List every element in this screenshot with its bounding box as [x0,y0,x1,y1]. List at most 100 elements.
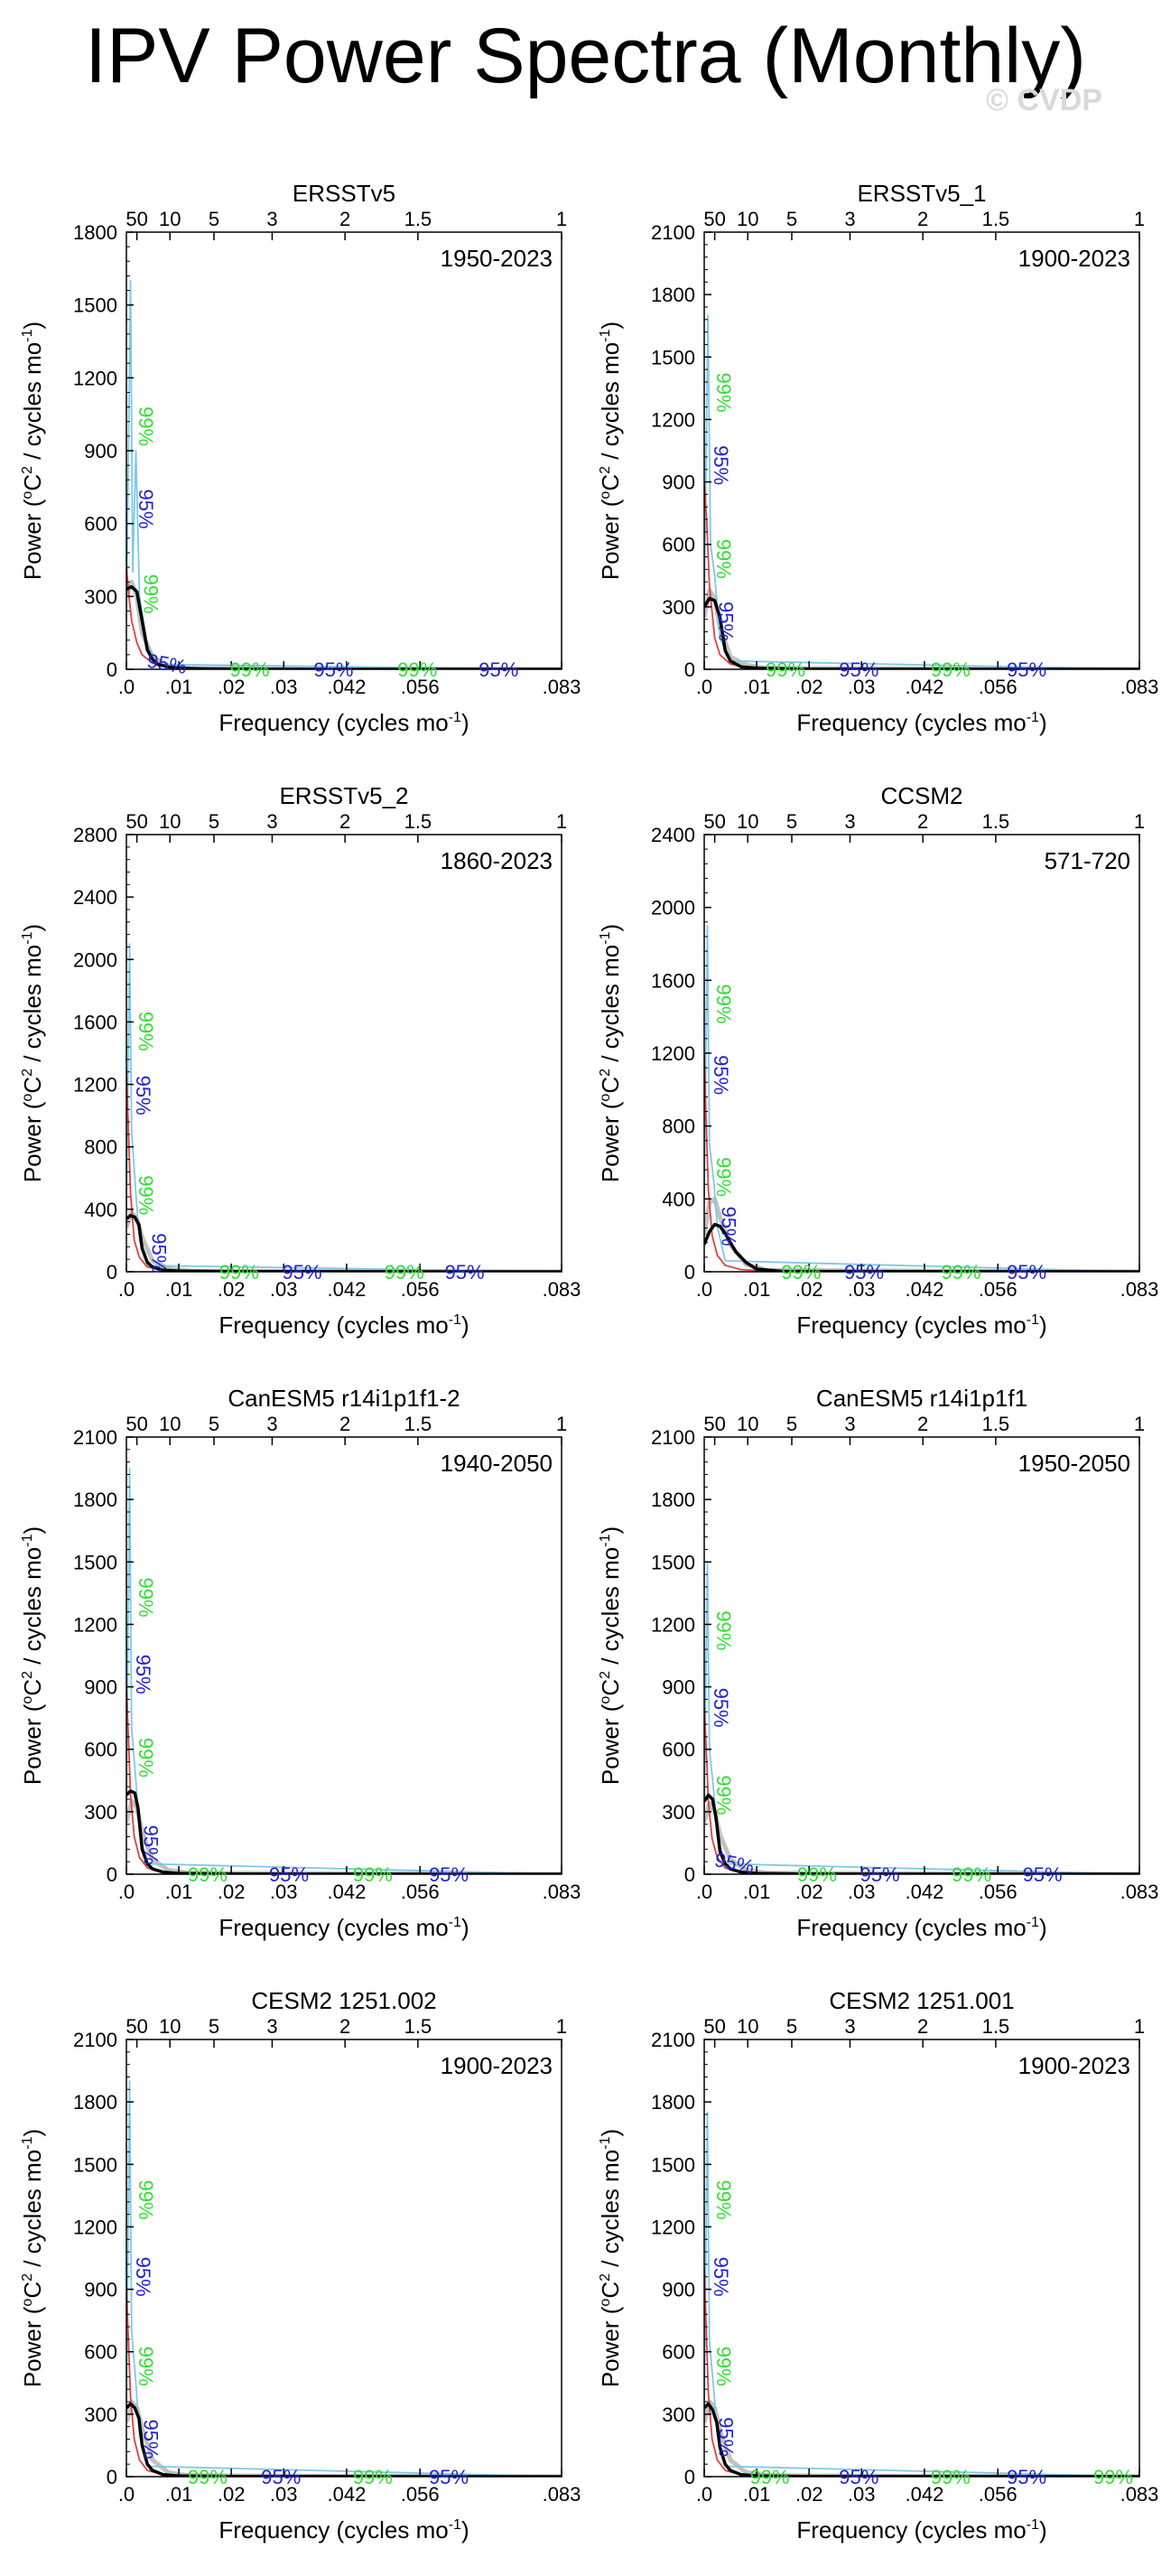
y-tick-label: 300 [662,1801,695,1824]
x-tick-label: .03 [848,676,876,698]
significance-label: 95% [715,602,738,641]
significance-label: 95% [269,1863,309,1886]
chart-title: CESM2 1251.001 [829,1987,1014,2014]
significance-label: 95% [135,489,157,528]
y-tick-label: 800 [662,1115,695,1138]
significance-label: 99% [1093,2466,1133,2488]
significance-label: 95% [132,1655,154,1694]
significance-label: 99% [781,1261,821,1283]
significance-label: 95% [710,1055,732,1095]
x-tick-label: .03 [270,1881,298,1903]
x-tick-label: .056 [401,1881,440,1903]
top-tick-label: 3 [844,208,855,230]
series-line-spectrum [126,1214,562,1272]
top-tick-label: 5 [209,810,219,833]
x-tick-label: .02 [795,1881,823,1903]
y-tick-label: 0 [684,2466,695,2488]
x-axis-label: Frequency (cycles mo-1) [218,709,469,736]
top-tick-label: 10 [159,1413,181,1435]
top-tick-label: 2 [917,1413,928,1435]
x-tick-label: .083 [543,2483,581,2506]
series-line-upper-spread [126,2080,562,2477]
series-group [126,943,562,1272]
series-line-upper-spread [704,1561,1139,1874]
series-group [126,279,562,669]
x-tick-label: .0 [696,1278,712,1301]
significance-label: 95% [1007,2466,1046,2488]
plot-frame [703,1436,1140,1875]
x-tick-label: .042 [327,1881,366,1903]
significance-label: 99% [712,1610,735,1650]
top-tick-label: 10 [737,208,758,230]
y-tick-label: 600 [84,1739,117,1761]
top-tick-label: 2 [339,2015,350,2038]
x-axis-label: Frequency (cycles mo-1) [218,2516,469,2543]
series-group [704,2111,1139,2477]
top-tick-label: 1 [556,1413,567,1435]
x-tick-label: .01 [165,1278,193,1301]
top-tick-label: 10 [159,208,181,230]
y-tick-label: 1200 [73,2216,117,2238]
chart-title: ERSSTv5_1 [857,180,986,207]
top-tick-label: 3 [844,810,855,833]
x-tick-label: .042 [327,2483,366,2506]
series-line-red-noise [704,2268,1139,2477]
significance-label: 99% [353,2466,393,2488]
top-tick-label: 5 [209,2015,219,2038]
x-tick-label: .0 [118,1881,135,1903]
chart-panel-2: 0 300 600 900 1200 1500 1800 2100 .0 .01 .02 .03 .04… [597,180,1158,736]
x-tick-label: .01 [743,676,771,698]
significance-label: 95% [710,2257,732,2297]
chart-panel-5: 0 300 600 900 1200 1500 1800 2100 .0 .01 .02 .03 .04… [19,1385,581,1941]
x-tick-label: .01 [165,2483,193,2506]
x-tick-label: .01 [743,1278,771,1301]
significance-label: 95% [1007,658,1046,681]
significance-label: 99% [942,1261,981,1283]
significance-label: 99% [135,1738,157,1778]
y-tick-label: 1800 [73,1489,117,1511]
x-tick-label: .0 [696,676,712,698]
top-tick-label: 1.5 [982,2015,1010,2038]
top-tick-label: 5 [786,810,797,833]
series-line-upper-spread [126,279,562,669]
significance-label: 99% [385,1261,424,1283]
y-tick-label: 300 [662,596,695,619]
x-tick-label: .02 [795,1278,823,1301]
chart-panel-1: 0 300 600 900 1200 1500 1800 .0 .01 .02 .03 .042 .05… [19,180,581,736]
y-axis-label: Power (oC2 / cycles mo-1) [19,924,46,1182]
y-tick-label: 0 [107,1261,117,1283]
significance-label: 99% [135,1577,157,1617]
x-tick-label: .056 [979,1881,1018,1903]
y-tick-label: 1500 [73,294,117,317]
chart-panel-8: 0 300 600 900 1200 1500 1800 2100 .0 .01 .02 .03 .04… [597,1987,1158,2543]
series-line-red-noise [126,2289,562,2477]
x-tick-label: .042 [905,1881,943,1903]
significance-label: 95% [715,2417,738,2457]
top-tick-label: 1 [1134,208,1145,230]
top-tick-label: 3 [844,2015,855,2038]
x-tick-label: .03 [270,1278,298,1301]
series-group [126,1467,562,1874]
y-tick-label: 900 [84,2279,117,2301]
x-tick-label: .083 [543,1881,581,1903]
plot-frame [125,1436,562,1875]
significance-label: 99% [712,372,735,412]
x-tick-label: .01 [743,1881,771,1903]
y-tick-label: 2800 [73,824,117,846]
y-axis-label: Power (oC2 / cycles mo-1) [19,322,46,580]
x-tick-label: .02 [218,1881,246,1903]
y-tick-label: 0 [107,2466,117,2488]
y-tick-label: 1500 [651,2153,695,2176]
top-tick-label: 1 [1134,2015,1145,2038]
plot-frame [125,2039,562,2478]
top-tick-label: 2 [339,810,350,833]
y-tick-label: 1200 [73,367,117,389]
series-line-ensemble-spread [126,579,562,669]
significance-label: 95% [839,2466,878,2488]
series-line-red-noise [126,1069,562,1272]
y-tick-label: 1200 [651,1613,695,1636]
y-tick-label: 900 [84,440,117,462]
series-line-red-noise [126,1686,562,1874]
significance-label: 99% [135,2347,157,2386]
top-tick-label: 2 [917,810,928,833]
